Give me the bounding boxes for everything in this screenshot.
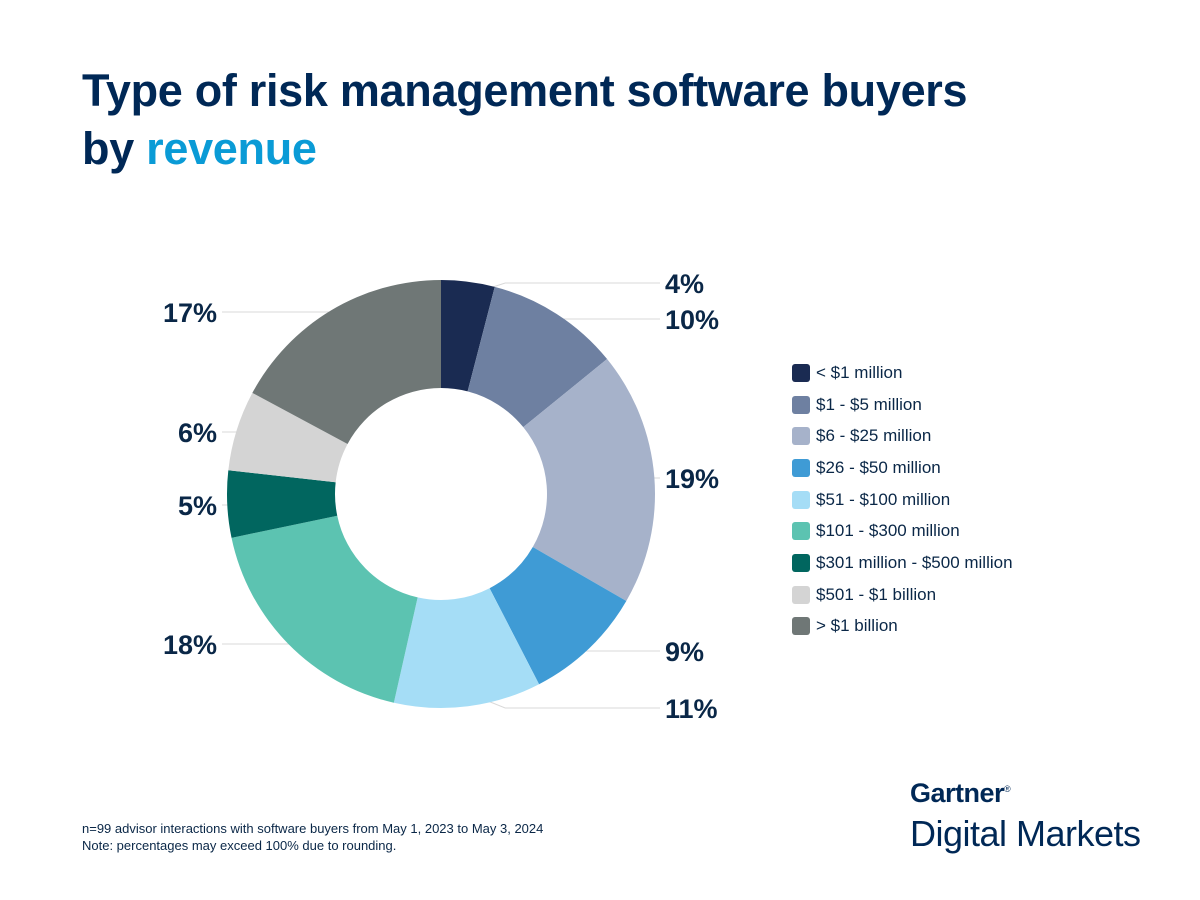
footnotes: n=99 advisor interactions with software … (82, 820, 543, 854)
slice-0 (441, 280, 495, 392)
slice-6 (227, 470, 338, 538)
slice-1 (467, 286, 608, 428)
legend-item: $26 - $50 million (792, 452, 1013, 484)
slice-2 (523, 359, 655, 601)
legend-item: $51 - $100 million (792, 484, 1013, 516)
legend-item: $1 - $5 million (792, 389, 1013, 421)
data-label-3: 9% (665, 637, 704, 667)
legend-label: $501 - $1 billion (816, 584, 937, 604)
logo-product: Digital Markets (910, 813, 1141, 854)
data-label-8: 17% (163, 298, 217, 328)
slice-7 (228, 392, 348, 483)
chart-title: Type of risk management software buyers … (82, 62, 968, 178)
data-label-4: 11% (665, 694, 718, 724)
data-label-2: 19% (665, 464, 719, 494)
data-label-5: 18% (163, 630, 217, 660)
legend-label: < $1 million (816, 362, 903, 382)
legend-swatch (792, 617, 810, 636)
legend-item: $101 - $300 million (792, 515, 1013, 547)
gartner-logo: Gartner® Digital Markets (910, 778, 1141, 855)
title-highlight: revenue (146, 123, 317, 174)
slice-3 (489, 547, 627, 685)
slice-5 (231, 515, 418, 703)
legend-item: $501 - $1 billion (792, 579, 1013, 611)
title-line-1: Type of risk management software buyers (82, 65, 968, 116)
legend-label: $26 - $50 million (816, 457, 941, 477)
legend-swatch (792, 458, 810, 477)
logo-brand: Gartner (910, 778, 1005, 808)
data-label-6: 5% (178, 491, 217, 521)
slice-8 (252, 280, 441, 444)
slice-4 (393, 588, 540, 708)
legend-swatch (792, 363, 810, 382)
legend-label: $101 - $300 million (816, 521, 960, 541)
data-label-7: 6% (178, 418, 217, 448)
sample-note: n=99 advisor interactions with software … (82, 821, 544, 836)
data-label-1: 10% (665, 305, 719, 335)
legend-label: > $1 billion (816, 616, 898, 636)
rounding-note: Note: percentages may exceed 100% due to… (82, 838, 397, 853)
legend-swatch (792, 490, 810, 509)
legend-label: $51 - $100 million (816, 489, 951, 509)
legend-label: $1 - $5 million (816, 394, 922, 414)
legend-item: $6 - $25 million (792, 420, 1013, 452)
title-line-2: by revenue (82, 120, 967, 178)
legend-item: $301 million - $500 million (792, 547, 1013, 579)
legend-item: > $1 billion (792, 611, 1013, 643)
data-label-0: 4% (665, 269, 704, 299)
legend: < $1 million $1 - $5 million $6 - $25 mill… (792, 357, 1013, 642)
legend-swatch (792, 553, 810, 572)
legend-swatch (792, 427, 810, 446)
legend-swatch (792, 395, 810, 414)
legend-item: < $1 million (792, 357, 1013, 389)
legend-label: $6 - $25 million (816, 426, 932, 446)
logo-mark: ® (1004, 784, 1011, 794)
title-prefix: by (82, 123, 147, 174)
legend-swatch (792, 522, 810, 541)
legend-label: $301 million - $500 million (816, 552, 1013, 572)
legend-swatch (792, 585, 810, 604)
